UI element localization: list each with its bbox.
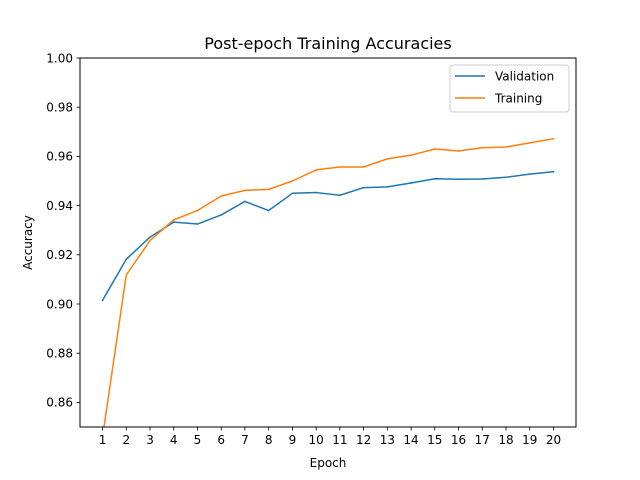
x-tick-label: 3 — [146, 433, 154, 447]
legend-label-validation: Validation — [495, 69, 554, 83]
x-tick-label: 11 — [332, 433, 347, 447]
data-point-training — [505, 146, 507, 148]
x-tick-label: 20 — [546, 433, 561, 447]
data-point-validation — [528, 173, 531, 175]
data-point-training — [433, 148, 436, 150]
data-point-training — [339, 166, 341, 168]
y-axis-label: Accuracy — [21, 215, 35, 270]
data-point-training — [149, 239, 151, 242]
data-point-training — [410, 154, 412, 156]
data-point-training — [528, 142, 531, 144]
y-tick-label: 0.94 — [46, 199, 73, 213]
x-tick-label: 8 — [265, 433, 273, 447]
series-layer — [101, 137, 555, 427]
data-point-training — [481, 146, 484, 149]
x-axis: 1 2 3 4 5 6 7 8 9 10 11 12 13 14 15 16 17 18 19 20 — [99, 427, 561, 447]
data-point-training — [386, 158, 389, 160]
y-tick-label: 1.00 — [46, 51, 73, 65]
x-tick-label: 5 — [194, 433, 202, 447]
data-point-validation — [196, 223, 199, 225]
x-tick-label: 16 — [451, 433, 466, 447]
data-point-validation — [172, 221, 175, 223]
data-point-training — [267, 188, 270, 191]
y-tick-label: 0.88 — [46, 347, 73, 361]
y-tick-label: 0.86 — [46, 396, 73, 410]
data-point-validation — [362, 186, 365, 189]
data-point-training — [196, 209, 199, 212]
data-point-validation — [505, 176, 507, 179]
x-axis-label: Epoch — [310, 456, 347, 470]
x-tick-label: 15 — [427, 433, 442, 447]
data-point-validation — [149, 236, 151, 238]
chart-title: Post-epoch Training Accuracies — [204, 34, 451, 53]
legend: Validation Training — [449, 64, 570, 113]
x-tick-label: 7 — [241, 433, 249, 447]
data-point-validation — [386, 186, 389, 188]
data-point-validation — [315, 191, 317, 194]
data-point-training — [172, 219, 175, 221]
y-tick-label: 0.96 — [46, 150, 73, 164]
x-tick-label: 1 — [99, 433, 107, 447]
y-tick-label: 0.90 — [46, 297, 73, 311]
x-tick-label: 19 — [522, 433, 537, 447]
y-tick-label: 0.92 — [46, 248, 73, 262]
data-point-validation — [339, 194, 341, 197]
y-tick-label: 0.98 — [46, 101, 73, 115]
data-point-validation — [410, 182, 412, 184]
data-point-training — [457, 150, 460, 152]
data-point-validation — [433, 177, 436, 180]
data-point-validation — [101, 299, 104, 302]
data-point-validation — [267, 209, 270, 212]
x-tick-label: 14 — [403, 433, 418, 447]
x-tick-label: 6 — [217, 433, 225, 447]
x-tick-label: 10 — [308, 433, 323, 447]
data-point-validation — [291, 192, 294, 195]
data-point-training — [552, 137, 555, 140]
data-point-training — [315, 169, 317, 171]
data-point-training — [291, 180, 294, 182]
legend-label-training: Training — [494, 91, 542, 105]
x-tick-label: 4 — [170, 433, 178, 447]
x-tick-label: 18 — [498, 433, 513, 447]
data-point-training — [125, 274, 128, 276]
data-point-training — [362, 166, 365, 168]
y-axis: 0.86 0.88 0.90 0.92 0.94 0.96 0.98 1.00 — [46, 51, 80, 410]
x-tick-label: 12 — [356, 433, 371, 447]
data-point-validation — [457, 178, 460, 181]
data-point-training — [244, 189, 246, 192]
x-tick-label: 17 — [475, 433, 490, 447]
x-tick-label: 13 — [380, 433, 395, 447]
series-line-training — [103, 137, 555, 427]
data-point-training — [220, 195, 223, 197]
data-point-validation — [220, 214, 223, 216]
data-point-validation — [244, 200, 246, 203]
series-line-validation — [101, 170, 555, 302]
plot-frame — [79, 57, 577, 428]
x-tick-label: 9 — [289, 433, 297, 447]
data-point-validation — [125, 258, 128, 261]
data-point-validation — [552, 170, 555, 173]
x-tick-label: 2 — [122, 433, 130, 447]
data-point-validation — [481, 178, 484, 180]
